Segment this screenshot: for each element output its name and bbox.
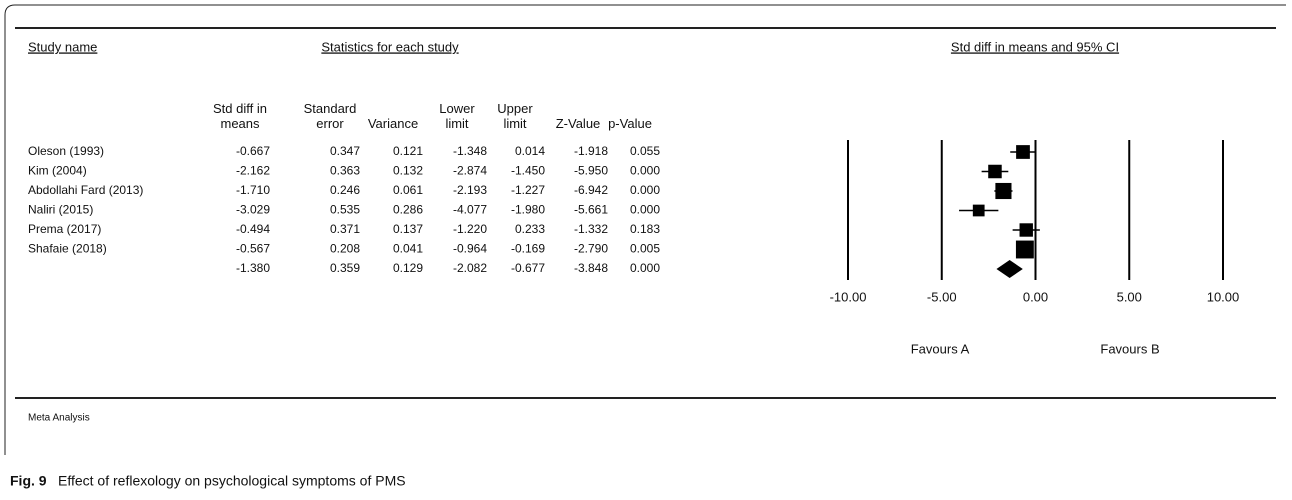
cell-value: -1.918	[574, 144, 608, 158]
label-header: Study name	[28, 39, 97, 54]
x-tick-label: -5.00	[927, 289, 957, 304]
cell-value: -1.348	[453, 144, 487, 158]
cell-value: -5.950	[574, 164, 608, 178]
cell-value: -3.029	[236, 203, 270, 217]
cell-value: 0.000	[630, 183, 660, 197]
cell-value: 0.183	[630, 222, 660, 236]
cell-value: 0.061	[393, 183, 423, 197]
cell-value: 0.121	[393, 144, 423, 158]
cell-value: 0.132	[393, 164, 423, 178]
cell-value: -1.380	[236, 261, 270, 275]
cell-value: -2.790	[574, 242, 608, 256]
caption: Effect of reflexology on psychological s…	[58, 473, 406, 489]
frame	[4, 4, 1286, 455]
column-header: Upper limit	[497, 101, 533, 131]
cell-value: -1.450	[511, 164, 545, 178]
effect-square	[1015, 240, 1034, 259]
cell-value: 0.041	[393, 242, 423, 256]
cell-value: -2.162	[236, 164, 270, 178]
summary-diamond	[996, 260, 1023, 278]
x-tick-label: 10.00	[1207, 289, 1240, 304]
cell-value: 0.371	[330, 222, 360, 236]
cell-value: 0.129	[393, 261, 423, 275]
cell-value: 0.000	[630, 261, 660, 275]
effect-square	[972, 204, 985, 217]
x-tick-label: 5.00	[1117, 289, 1142, 304]
caption-label: Fig. 9	[10, 473, 47, 489]
effect-square	[988, 164, 1002, 179]
cell-value: 0.137	[393, 222, 423, 236]
annotation: Favours B	[1100, 341, 1159, 356]
cell-value: 0.055	[630, 144, 660, 158]
cell-value: -1.220	[453, 222, 487, 236]
cell-value: -0.494	[236, 222, 270, 236]
x-tick-label: 0.00	[1023, 289, 1048, 304]
column-header: p-Value	[608, 116, 652, 131]
study-name: Kim (2004)	[28, 164, 87, 178]
cell-value: -2.193	[453, 183, 487, 197]
x-tick-label: -10.00	[830, 289, 867, 304]
cell-value: -0.667	[236, 144, 270, 158]
cell-value: -2.874	[453, 164, 487, 178]
cell-value: -4.077	[453, 203, 487, 217]
study-name: Shafaie (2018)	[28, 242, 107, 256]
cell-value: 0.208	[330, 242, 360, 256]
cell-value: -2.082	[453, 261, 487, 275]
footer: Meta Analysis	[28, 413, 90, 424]
study-name: Abdollahi Fard (2013)	[28, 183, 143, 197]
cell-value: -1.980	[511, 203, 545, 217]
cell-value: 0.005	[630, 242, 660, 256]
study-name: Prema (2017)	[28, 222, 101, 236]
cell-value: 0.286	[393, 203, 423, 217]
study-name: Naliri (2015)	[28, 203, 93, 217]
cell-value: -0.964	[453, 242, 487, 256]
study-name: Oleson (1993)	[28, 144, 104, 158]
cell-value: 0.000	[630, 203, 660, 217]
cell-value: 0.014	[515, 144, 545, 158]
cell-value: 0.347	[330, 144, 360, 158]
column-header: Standard error	[304, 101, 357, 131]
cell-value: -0.567	[236, 242, 270, 256]
cell-value: -1.227	[511, 183, 545, 197]
cell-value: -5.661	[574, 203, 608, 217]
cell-value: 0.246	[330, 183, 360, 197]
effect-square	[995, 182, 1012, 200]
cell-value: 0.535	[330, 203, 360, 217]
cell-value: -6.942	[574, 183, 608, 197]
column-header: Std diff in means	[213, 101, 267, 131]
effect-square	[1019, 223, 1033, 237]
cell-value: -0.677	[511, 261, 545, 275]
cell-value: 0.359	[330, 261, 360, 275]
cell-value: -1.332	[574, 222, 608, 236]
annotation: Favours A	[911, 341, 970, 356]
effect-square	[1016, 145, 1030, 159]
cell-value: -0.169	[511, 242, 545, 256]
plot-header: Std diff in means and 95% CI	[951, 39, 1119, 54]
column-header: Lower limit	[439, 101, 475, 131]
cell-value: 0.363	[330, 164, 360, 178]
cell-value: -1.710	[236, 183, 270, 197]
column-header: Z-Value	[556, 116, 601, 131]
column-header: Variance	[368, 116, 418, 131]
cell-value: 0.000	[630, 164, 660, 178]
stats-header: Statistics for each study	[321, 39, 459, 54]
cell-value: -3.848	[574, 261, 608, 275]
cell-value: 0.233	[515, 222, 545, 236]
